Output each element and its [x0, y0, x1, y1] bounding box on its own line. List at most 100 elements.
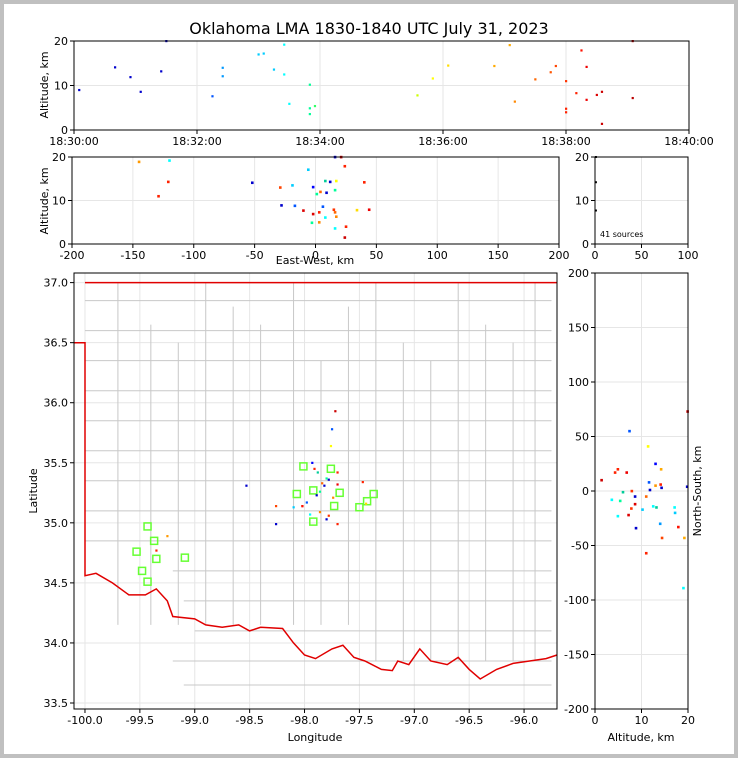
- lma-station-marker: [132, 547, 141, 556]
- eastwest-altitude-point: [343, 164, 347, 168]
- longitude-tick-label: -100.0: [67, 714, 102, 727]
- histogram-count-tick-label: 0: [592, 249, 599, 262]
- time-altitude-point: [114, 66, 117, 69]
- histogram-point: [594, 209, 597, 212]
- eastwest-altitude-point: [321, 205, 325, 208]
- plan-view-point: [336, 523, 339, 526]
- time-tick-label: 18:34:00: [295, 135, 344, 148]
- northsouth-tick-label: 50: [575, 431, 589, 444]
- northsouth-altitude-point: [625, 471, 629, 474]
- plan-view-point: [361, 480, 364, 484]
- northsouth-ylabel: North-South, km: [691, 446, 704, 537]
- eastwest-tick-label: 0: [312, 249, 319, 262]
- time-tick-label: 18:30:00: [49, 135, 98, 148]
- lma-station-marker: [326, 464, 336, 474]
- time-altitude-point: [585, 65, 588, 69]
- northsouth-altitude-point: [600, 478, 603, 482]
- eastwest-tick-label: 150: [488, 249, 509, 262]
- plan-view-point: [332, 496, 335, 499]
- lma-station-marker: [180, 553, 190, 562]
- eastwest-altitude-point: [278, 186, 282, 189]
- eastwest-altitude-point: [137, 160, 141, 164]
- time-altitude-point: [580, 49, 583, 52]
- northsouth-altitude-point: [630, 507, 633, 510]
- p3-alt-tick-label: 20: [575, 151, 589, 164]
- northsouth-tick-label: 100: [568, 376, 589, 389]
- northsouth-altitude-panel: 0 10 20 -200 -150 -100 -50 0 50 100 150 200 North-S…: [564, 267, 704, 744]
- histogram-count-tick-label: 100: [678, 249, 699, 262]
- altitude-time-ylabel: Altitude, km: [38, 51, 51, 118]
- longitude-tick-label: -99.0: [181, 714, 209, 727]
- eastwest-altitude-point: [333, 188, 337, 192]
- plan-view-point: [327, 514, 330, 517]
- eastwest-altitude-point: [317, 211, 321, 214]
- time-altitude-point: [283, 43, 286, 46]
- time-altitude-point: [308, 107, 311, 110]
- eastwest-altitude-point: [363, 181, 366, 184]
- p5-alt-tick-label: 10: [635, 714, 649, 727]
- state-border: [74, 281, 558, 680]
- p3-alt-tick-label: 10: [575, 195, 589, 208]
- northsouth-tick-label: -50: [571, 540, 589, 553]
- figure-title: Oklahoma LMA 1830-1840 UTC July 31, 2023: [189, 19, 548, 38]
- longitude-tick-label: -99.5: [126, 714, 154, 727]
- plan-view-point: [321, 482, 324, 485]
- plan-view-point: [318, 511, 322, 514]
- time-altitude-point: [308, 83, 311, 86]
- time-altitude-point: [508, 44, 511, 47]
- northsouth-altitude-point: [641, 508, 644, 511]
- plan-view-point: [245, 484, 248, 487]
- eastwest-tick-label: 200: [549, 249, 570, 262]
- eastwest-tick-label: -50: [246, 249, 264, 262]
- northsouth-tick-label: -100: [564, 594, 589, 607]
- time-tick-label: 18:40:00: [664, 135, 713, 148]
- altitude-xlabel: Altitude, km: [607, 731, 674, 744]
- eastwest-altitude-point: [293, 204, 297, 208]
- northsouth-altitude-point: [685, 485, 689, 489]
- plan-view-point: [325, 518, 328, 521]
- eastwest-altitude-point: [324, 179, 327, 183]
- time-altitude-point: [513, 100, 516, 103]
- plan-view-point: [330, 428, 334, 431]
- time-altitude-point: [631, 96, 634, 100]
- lma-figure: Oklahoma LMA 1830-1840 UTC July 31, 2023…: [27, 19, 714, 744]
- latitude-tick-label: 36.0: [44, 397, 69, 410]
- plan-view-point: [166, 535, 169, 538]
- longitude-tick-label: -98.5: [235, 714, 263, 727]
- eastwest-altitude-point: [280, 204, 283, 207]
- northsouth-altitude-point: [621, 490, 625, 494]
- plan-view-point: [313, 467, 316, 470]
- lma-station-marker: [309, 517, 318, 526]
- latitude-tick-label: 37.0: [44, 277, 69, 290]
- time-altitude-point: [262, 52, 265, 55]
- longitude-tick-label: -98.0: [290, 714, 318, 727]
- eastwest-altitude-point: [306, 168, 310, 172]
- eastwest-altitude-point: [317, 221, 321, 224]
- eastwest-altitude-point: [311, 185, 315, 189]
- northsouth-altitude-point: [655, 506, 658, 509]
- lma-station-marker: [152, 554, 161, 564]
- northsouth-altitude-point: [673, 506, 676, 509]
- time-altitude-point: [308, 112, 311, 116]
- altitude-time-panel: 18:30:00 18:32:00 18:34:00 18:36:00 18:38:00…: [38, 35, 714, 148]
- plan-view-point: [155, 549, 158, 552]
- altitude-eastwest-ylabel: Altitude, km: [38, 167, 51, 234]
- time-altitude-point: [221, 66, 224, 69]
- northsouth-altitude-point: [677, 525, 680, 529]
- northsouth-altitude-point: [633, 502, 637, 506]
- county-borders: [84, 282, 552, 686]
- eastwest-altitude-point: [332, 208, 336, 212]
- plan-view-point: [329, 444, 333, 448]
- eastwest-altitude-point: [328, 180, 332, 184]
- eastwest-tick-label: 50: [369, 249, 383, 262]
- northsouth-altitude-point: [654, 462, 657, 466]
- time-altitude-point: [600, 90, 604, 93]
- time-altitude-point: [534, 78, 537, 81]
- time-altitude-point: [431, 77, 434, 80]
- p1-alt-tick-label: 20: [54, 35, 68, 48]
- time-tick-label: 18:32:00: [172, 135, 221, 148]
- p2-alt-tick-label: 20: [52, 151, 66, 164]
- time-altitude-point: [160, 70, 163, 73]
- time-altitude-point: [313, 104, 317, 108]
- northsouth-altitude-point: [651, 505, 655, 508]
